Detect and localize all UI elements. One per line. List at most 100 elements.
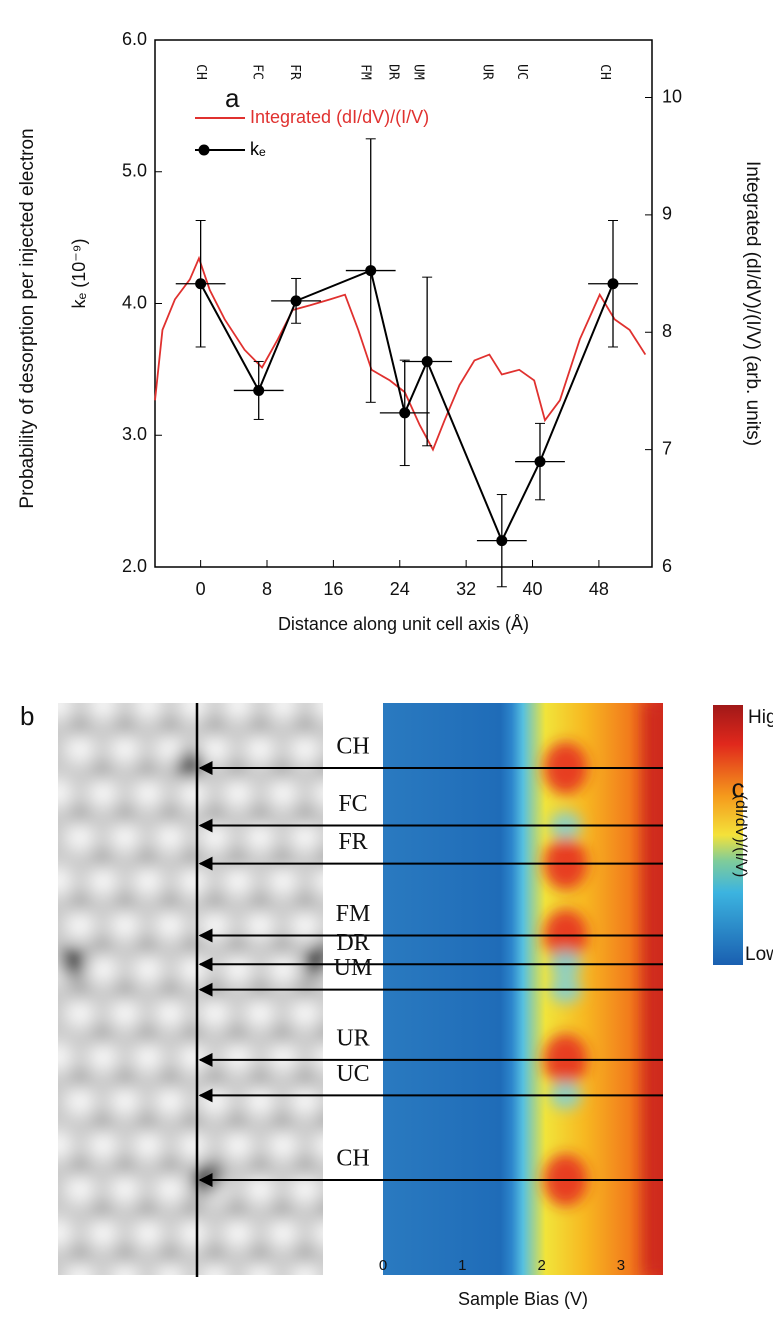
row-label: UC [336,1061,369,1087]
stm-hole [138,1026,156,1044]
x-tick-label: 32 [456,579,476,599]
stm-spot [245,1174,275,1204]
stm-hole [161,1158,179,1176]
stm-hole [93,1026,111,1044]
colorbar-high: High [748,707,773,728]
stm-hole [183,850,201,868]
stm-spot [110,1262,140,1275]
stm-spot [313,866,323,896]
stm-spot [245,1262,275,1275]
stm-hole [116,806,134,824]
colorbar [713,705,743,965]
stm-hole [116,894,134,912]
stm-spot [245,998,275,1028]
stm-spot [268,866,298,896]
stm-spot [223,1218,253,1248]
stm-hole [251,1070,269,1088]
stm-hole [228,938,246,956]
y-tick-label: 5.0 [122,161,147,181]
stm-hole [318,1114,323,1132]
stm-hole [251,982,269,1000]
stm-hole [363,762,381,780]
stm-spot [58,703,73,720]
legend-label: Integrated (dI/dV)/(I/V) [250,107,429,127]
stm-spot [223,703,253,720]
stm-spot [335,1262,365,1292]
stm-spot [178,1218,208,1248]
stm-spot [65,1262,95,1275]
stm-hole [273,938,291,956]
stm-hole [183,938,201,956]
stm-hole [228,1290,246,1308]
stm-hole [183,1026,201,1044]
y2-tick-label: 10 [662,86,682,106]
stm-spot [335,1086,365,1116]
stm-hole [161,806,179,824]
x-tick-label: 24 [390,579,410,599]
stm-spot [178,866,208,896]
x-tick-label: 40 [523,579,543,599]
stm-hole [93,1202,111,1220]
stm-hole [71,806,89,824]
stm-hole [318,1290,336,1308]
stm-spot [65,1174,95,1204]
stm-hole [318,762,323,780]
stm-hole [161,1070,179,1088]
stm-spot [133,1218,163,1248]
stm-hole [161,718,179,736]
stm-image [58,703,381,1308]
y-tick-label: 2.0 [122,556,147,576]
stm-hole [341,1246,359,1264]
site-label: UR [479,64,494,80]
stm-spot [110,910,140,940]
stm-spot [245,1086,275,1116]
stm-spot [200,998,230,1028]
stm-hole [206,718,224,736]
legend-marker [198,144,210,156]
stm-hole [93,850,111,868]
stm-hole [161,1246,179,1264]
stm-spot [223,866,253,896]
stm-hole [116,718,134,736]
x-tick-label: 1 [458,1257,466,1274]
y2-axis-label: Integrated (dI/dV)/(I/V) (arb. units) [742,161,763,446]
stm-spot [178,954,208,984]
point [290,295,302,307]
stm-spot [245,734,275,764]
stm-hole [116,1246,134,1264]
stm-hole [296,982,314,1000]
stm-defect [58,948,86,976]
stm-spot [133,703,163,720]
stm-spot [290,910,320,940]
stm-hole [138,1202,156,1220]
stm-spot [178,703,208,720]
stm-spot [335,1174,365,1204]
y2-tick-label: 7 [662,438,672,458]
stm-spot [335,998,365,1028]
stm-hole [251,894,269,912]
stm-spot [155,734,185,764]
stm-hole [138,938,156,956]
point [399,407,411,419]
stm-hole [93,1114,111,1132]
y-tick-label: 3.0 [122,424,147,444]
stm-hole [363,1114,381,1132]
point [253,384,265,396]
row-label: CH [336,734,369,760]
stm-spot [133,866,163,896]
stm-hole [93,1290,111,1308]
stm-hole [251,718,269,736]
stm-spot [223,1042,253,1072]
stm-defect [304,948,323,976]
stm-hole [161,982,179,1000]
y-axis-label: kₑ (10⁻⁹) [69,239,89,309]
stm-spot [268,1218,298,1248]
stm-hole [71,1246,89,1264]
point [496,535,508,547]
site-label: CH [597,64,612,80]
panel-label: c [732,773,745,803]
stm-spot [245,822,275,852]
stm-spot [88,1130,118,1160]
